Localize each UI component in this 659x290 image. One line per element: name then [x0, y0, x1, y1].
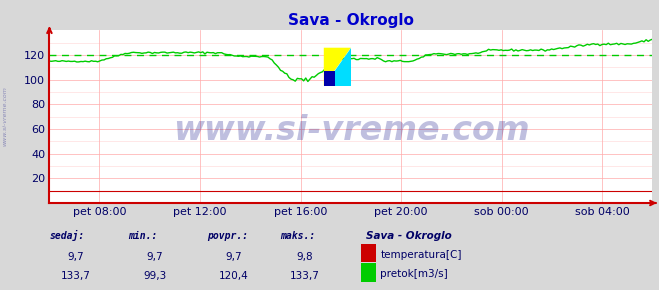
Text: 99,3: 99,3 — [143, 271, 167, 281]
Text: 9,8: 9,8 — [296, 251, 313, 262]
Text: 9,7: 9,7 — [67, 251, 84, 262]
Text: temperatura[C]: temperatura[C] — [380, 249, 462, 260]
Text: 133,7: 133,7 — [61, 271, 91, 281]
Text: min.:: min.: — [129, 231, 158, 241]
Text: www.si-vreme.com: www.si-vreme.com — [173, 114, 529, 147]
Text: www.si-vreme.com: www.si-vreme.com — [3, 86, 8, 146]
Text: 120,4: 120,4 — [219, 271, 249, 281]
Polygon shape — [324, 48, 351, 86]
Text: 9,7: 9,7 — [146, 251, 163, 262]
Polygon shape — [324, 48, 351, 86]
Text: maks.:: maks.: — [280, 231, 315, 241]
Text: 9,7: 9,7 — [225, 251, 243, 262]
Text: 133,7: 133,7 — [289, 271, 320, 281]
Text: povpr.:: povpr.: — [208, 231, 248, 241]
Text: pretok[m3/s]: pretok[m3/s] — [380, 269, 448, 279]
Text: Sava - Okroglo: Sava - Okroglo — [366, 231, 451, 241]
Polygon shape — [324, 71, 335, 86]
Title: Sava - Okroglo: Sava - Okroglo — [288, 13, 414, 28]
Text: sedaj:: sedaj: — [49, 230, 84, 241]
